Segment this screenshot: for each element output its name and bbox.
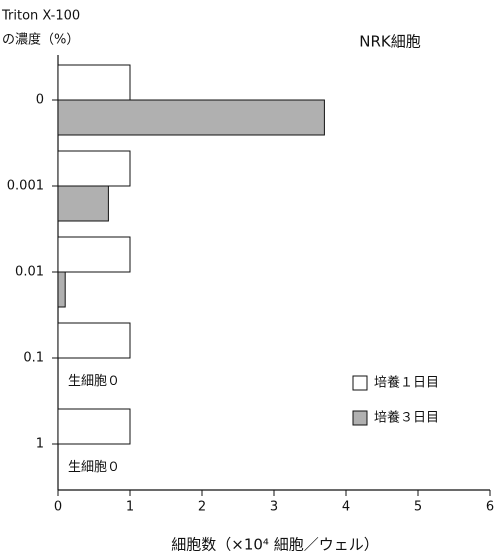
annotation: 生細胞０	[68, 374, 120, 389]
bar	[57, 322, 131, 359]
legend-label: 培養１日目	[374, 375, 439, 391]
bar	[57, 64, 131, 101]
bar	[57, 271, 66, 308]
x-axis-title: 細胞数（×10⁴ 細胞／ウェル）	[171, 536, 378, 554]
annotation: 生細胞０	[68, 460, 120, 475]
legend-swatch	[352, 375, 368, 391]
bar	[57, 150, 131, 187]
x-tick-label: 3	[270, 500, 278, 515]
y-tick-label: 0	[36, 93, 44, 108]
bar	[57, 408, 131, 445]
x-tick-label: 0	[54, 500, 62, 515]
bar	[57, 236, 131, 273]
y-tick-label: 0.1	[23, 351, 44, 366]
y-tick-label: 1	[36, 437, 44, 452]
x-tick-label: 2	[198, 500, 206, 515]
y-axis-title: Triton X-100	[1, 9, 80, 24]
x-tick-label: 1	[126, 500, 134, 515]
bar	[57, 185, 109, 222]
y-tick-label: 0.001	[7, 179, 44, 194]
y-tick-label: 0.01	[15, 265, 44, 280]
chart-title: NRK細胞	[359, 33, 420, 51]
legend-label: 培養３日目	[374, 410, 439, 426]
x-tick-label: 5	[414, 500, 422, 515]
bar	[57, 99, 325, 136]
x-tick-label: 6	[486, 500, 494, 515]
x-tick-label: 4	[342, 500, 350, 515]
legend-swatch	[352, 410, 368, 426]
y-axis-title: の濃度（%）	[2, 32, 79, 48]
